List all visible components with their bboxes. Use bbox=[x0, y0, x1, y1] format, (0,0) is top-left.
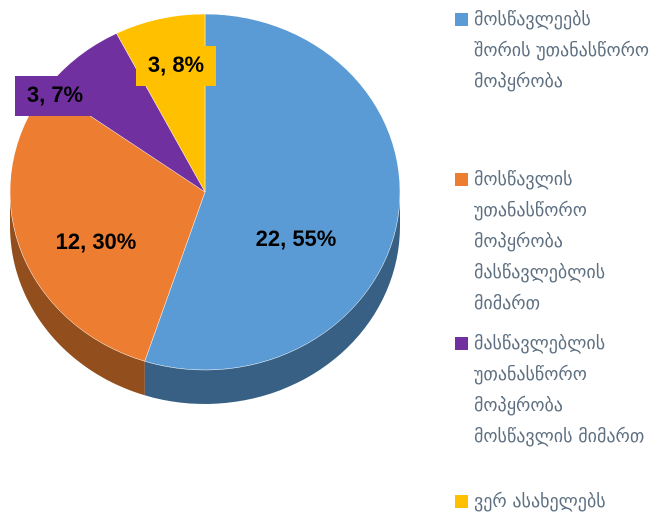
legend-swatch bbox=[455, 173, 468, 186]
legend-item: ვერ ასახელებს bbox=[455, 486, 651, 516]
legend-swatch bbox=[455, 13, 468, 26]
legend-label: მასწავლებლის უთანასწორო მოპყრობა მოსწავლ… bbox=[474, 333, 645, 447]
slice-side bbox=[144, 192, 400, 404]
slice bbox=[9, 87, 206, 362]
data-label: 3, 8% bbox=[148, 52, 204, 77]
legend-item: მოსწავლის უთანასწორო მოპყრობა მასწავლებლ… bbox=[455, 164, 651, 319]
slice-side bbox=[10, 192, 145, 396]
legend-swatch bbox=[455, 495, 468, 508]
legend-swatch bbox=[455, 337, 468, 350]
data-label: 3, 7% bbox=[27, 82, 83, 107]
legend-item: მოსწავლეებს შორის უთანასწორო მოპყრობა bbox=[455, 4, 651, 97]
legend-label: მოსწავლეებს შორის უთანასწორო მოპყრობა bbox=[474, 9, 650, 92]
legend-item: მასწავლებლის უთანასწორო მოპყრობა მოსწავლ… bbox=[455, 328, 651, 452]
data-label: 22, 55% bbox=[256, 226, 337, 251]
legend-label: ვერ ასახელებს bbox=[474, 491, 606, 512]
label-box bbox=[15, 76, 95, 116]
data-label: 12, 30% bbox=[56, 229, 137, 254]
label-box bbox=[136, 46, 216, 86]
slice bbox=[144, 13, 401, 371]
legend-label: მოსწავლის უთანასწორო მოპყრობა მასწავლებლ… bbox=[474, 169, 606, 314]
